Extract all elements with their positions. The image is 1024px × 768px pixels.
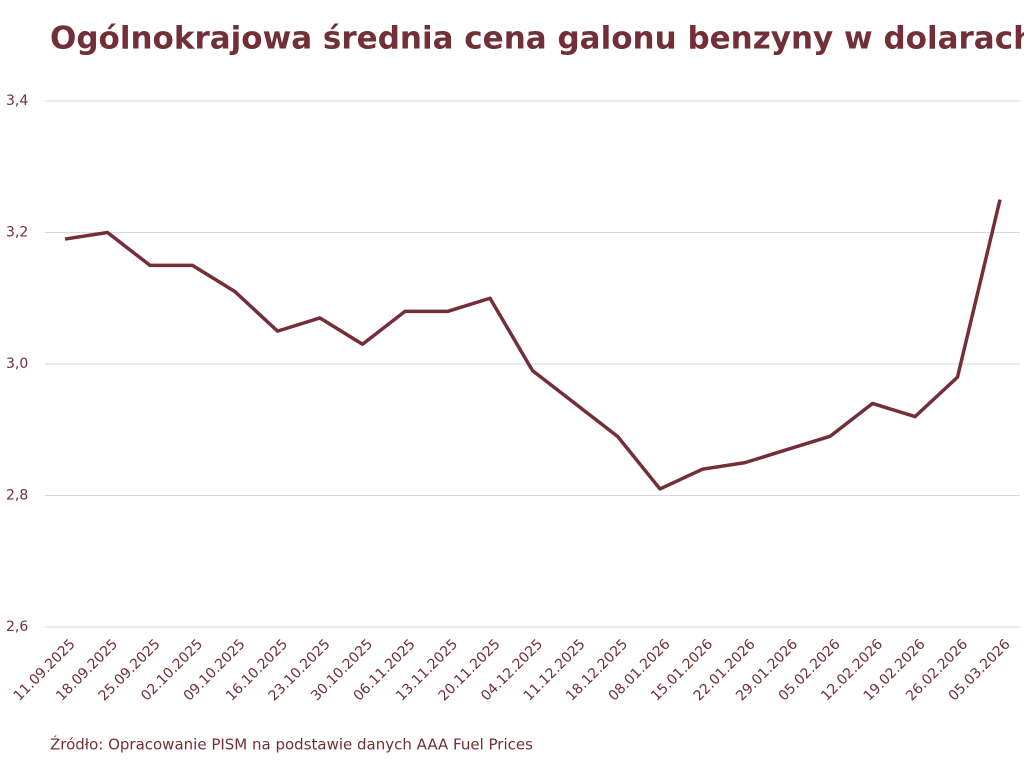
y-tick-label: 2,8 [6, 488, 28, 504]
data-line [64, 199, 1002, 491]
y-tick-label: 3,0 [6, 356, 28, 372]
y-tick-label: 3,2 [6, 225, 28, 241]
chart-title: Ogólnokrajowa średnia cena galonu benzyn… [50, 21, 1024, 57]
source-note: Źródło: Opracowanie PISM na podstawie da… [50, 735, 533, 754]
y-tick-label: 3,4 [6, 93, 28, 109]
y-tick-label: 2,6 [6, 619, 28, 635]
